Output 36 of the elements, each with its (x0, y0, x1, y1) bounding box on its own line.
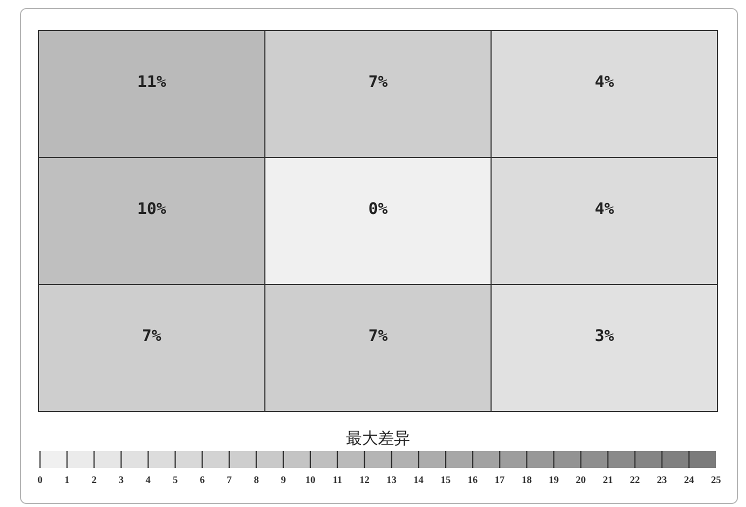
color-bar-label: 23 (656, 475, 667, 486)
color-bar-label: 24 (684, 475, 694, 486)
data-label: 7% (368, 326, 388, 345)
data-label: 7% (142, 326, 162, 345)
color-bar-label: 0 (38, 475, 42, 486)
color-bar-label: 15 (440, 475, 451, 486)
color-bar-label: 10 (305, 475, 316, 486)
data-label: 3% (594, 326, 614, 345)
color-bar-label: 21 (602, 475, 613, 486)
color-bar-title: 最大差异 (346, 428, 410, 448)
color-bar-label: 16 (468, 475, 478, 486)
color-bar-label: 12 (359, 475, 370, 486)
color-bar-label: 1 (64, 475, 70, 486)
data-label: 11% (137, 72, 166, 91)
color-bar-label: 13 (386, 475, 397, 486)
color-bar-label: 17 (494, 475, 505, 486)
data-label: 10% (137, 198, 166, 218)
color-bar-label: 9 (280, 475, 286, 486)
color-bar-label: 14 (414, 475, 424, 486)
color-bar-label: 20 (576, 475, 586, 486)
color-bar-label: 11 (332, 475, 342, 486)
color-bar-label: 18 (522, 475, 532, 486)
data-label: 7% (368, 72, 388, 91)
color-bar-label: 2 (92, 475, 97, 486)
data-label: 0% (368, 198, 388, 218)
color-bar-label: 5 (172, 475, 178, 486)
color-bar-label: 8 (254, 475, 259, 486)
color-bar-label: 25 (711, 475, 721, 486)
data-label: 4% (594, 72, 614, 91)
data-label: 4% (594, 198, 614, 218)
color-bar-label: 7 (226, 475, 232, 486)
color-bar-label: 6 (200, 475, 205, 486)
color-bar-label: 19 (548, 475, 559, 486)
color-bar-label: 22 (630, 475, 640, 486)
color-bar-label: 4 (146, 475, 151, 486)
color-bar-label: 3 (118, 475, 124, 486)
